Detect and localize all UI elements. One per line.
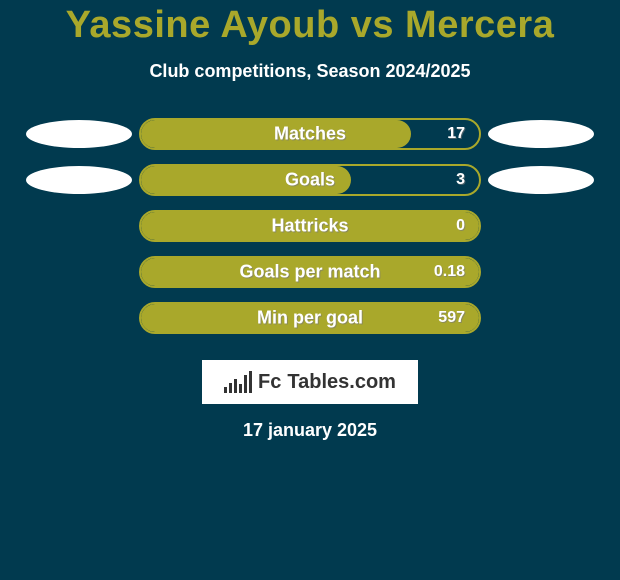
stat-bar: Hattricks 0 bbox=[139, 210, 481, 242]
left-slot bbox=[19, 166, 139, 194]
stat-value: 17 bbox=[447, 125, 465, 143]
stat-row: Min per goal 597 bbox=[0, 302, 620, 334]
brand-rest: Tables.com bbox=[287, 371, 396, 394]
stat-row: Goals per match 0.18 bbox=[0, 256, 620, 288]
stat-row: Goals 3 bbox=[0, 164, 620, 196]
stat-value: 597 bbox=[438, 309, 465, 327]
stat-label: Goals per match bbox=[239, 262, 380, 283]
player-left-ellipse bbox=[26, 120, 132, 148]
page-root: Yassine Ayoub vs Mercera Club competitio… bbox=[0, 0, 620, 580]
right-slot bbox=[481, 120, 601, 148]
stat-bar: Goals per match 0.18 bbox=[139, 256, 481, 288]
stat-value: 0.18 bbox=[434, 263, 465, 281]
page-title: Yassine Ayoub vs Mercera bbox=[0, 4, 620, 47]
left-slot bbox=[19, 120, 139, 148]
stat-bar: Min per goal 597 bbox=[139, 302, 481, 334]
right-slot bbox=[481, 166, 601, 194]
player-right-ellipse bbox=[488, 166, 594, 194]
stat-label: Matches bbox=[274, 124, 346, 145]
stat-bar: Matches 17 bbox=[139, 118, 481, 150]
stat-bar: Goals 3 bbox=[139, 164, 481, 196]
stat-label: Goals bbox=[285, 170, 335, 191]
player-left-ellipse bbox=[26, 166, 132, 194]
stat-value: 0 bbox=[456, 217, 465, 235]
page-subtitle: Club competitions, Season 2024/2025 bbox=[0, 61, 620, 82]
stats-container: Matches 17 Goals 3 Hattricks 0 Goals per match… bbox=[0, 118, 620, 334]
chart-icon bbox=[224, 371, 252, 393]
stat-label: Hattricks bbox=[271, 216, 348, 237]
stat-row: Matches 17 bbox=[0, 118, 620, 150]
brand-logo: Fc Tables.com bbox=[202, 360, 418, 404]
stat-value: 3 bbox=[456, 171, 465, 189]
player-right-ellipse bbox=[488, 120, 594, 148]
footer-date: 17 january 2025 bbox=[0, 420, 620, 441]
brand-prefix: Fc bbox=[258, 371, 281, 394]
stat-row: Hattricks 0 bbox=[0, 210, 620, 242]
stat-label: Min per goal bbox=[257, 308, 363, 329]
